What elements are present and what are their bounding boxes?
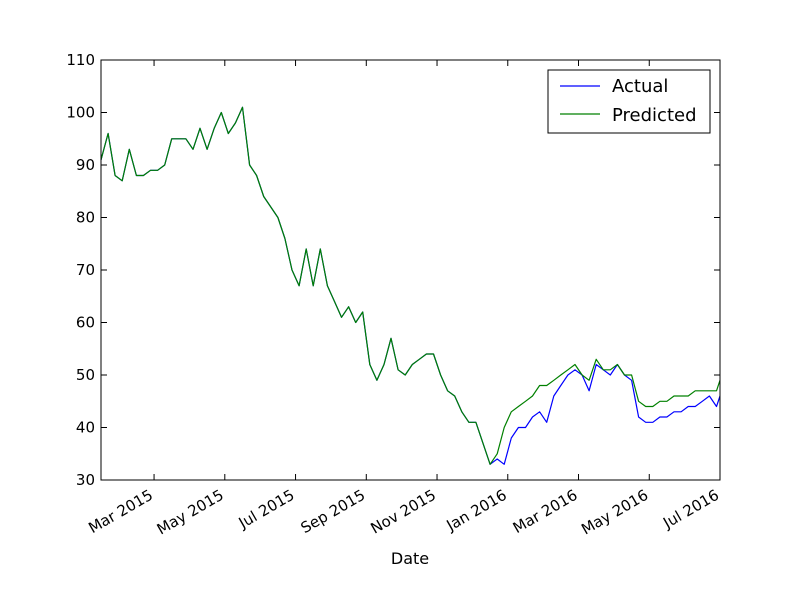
- legend-label-predicted: Predicted: [612, 105, 697, 126]
- x-tick-label: Mar 2016: [510, 486, 581, 537]
- x-tick-label: Jan 2016: [443, 486, 510, 535]
- series-layer: [100, 106, 721, 465]
- x-tick-label: May 2015: [154, 486, 227, 539]
- x-axis-label: Date: [391, 549, 429, 568]
- y-tick-label: 110: [66, 51, 95, 69]
- legend-box: [547, 69, 711, 134]
- x-tick-label: May 2016: [578, 486, 651, 539]
- y-tick-label: 100: [66, 104, 95, 122]
- y-tick-label: 30: [76, 471, 95, 489]
- legend-label-actual: Actual: [612, 76, 668, 97]
- y-tick-label: 70: [76, 261, 95, 279]
- y-tick-label: 50: [76, 366, 95, 384]
- y-axis: 30 40 50 60 70 80 90 100 110: [66, 51, 720, 489]
- x-tick-label: Mar 2015: [85, 486, 156, 537]
- x-tick-label: Jul 2015: [235, 486, 298, 533]
- x-tick-label: Sep 2015: [298, 486, 369, 537]
- legend: Actual Predicted: [547, 69, 711, 134]
- x-tick-label: Nov 2015: [367, 486, 439, 538]
- y-tick-label: 60: [76, 314, 95, 332]
- series-line-actual: [100, 106, 721, 465]
- y-tick-label: 90: [76, 156, 95, 174]
- y-tick-label: 80: [76, 209, 95, 227]
- y-tick-label: 40: [76, 419, 95, 437]
- series-line-predicted: [100, 106, 721, 465]
- x-tick-label: Jul 2016: [659, 486, 722, 533]
